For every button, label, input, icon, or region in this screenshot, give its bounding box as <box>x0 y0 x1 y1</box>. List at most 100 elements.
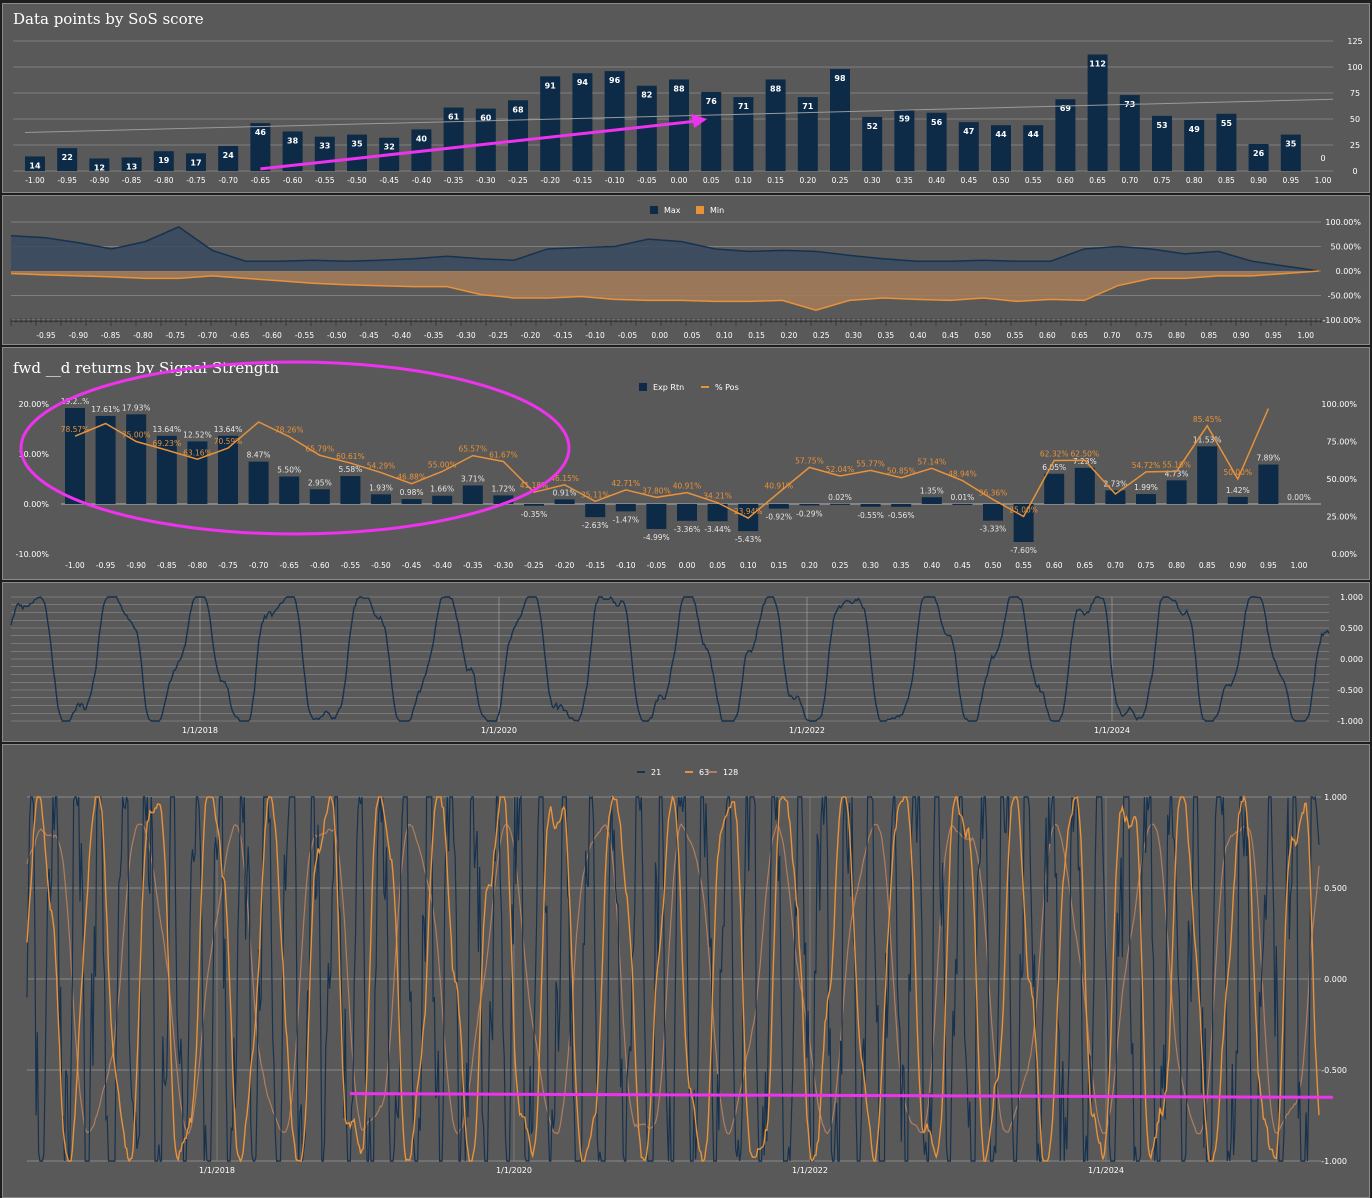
pct-pos-label: 42.71% <box>611 479 640 488</box>
bar-exp-rtn <box>156 435 177 504</box>
legend-label-21: 21 <box>651 768 661 777</box>
x-tick-label: 0.85 <box>1218 176 1235 185</box>
bar-exp-rtn <box>432 495 453 504</box>
bar-value-label: 82 <box>641 91 652 100</box>
panel-data-points: Data points by SoS score 0 25 50 75 100 125 14… <box>2 3 1370 193</box>
x-tick-label: 0.35 <box>896 176 913 185</box>
x-tick-label: 0.55 <box>1025 176 1042 185</box>
x-tick-label: 0.40 <box>923 561 940 570</box>
x-tick-label: 0.45 <box>942 331 959 340</box>
x-tick-label: -0.30 <box>476 176 496 185</box>
exp-rtn-label: -1.47% <box>613 515 640 524</box>
x-tick-label: -0.90 <box>69 331 89 340</box>
x-tick-label: 1/1/2018 <box>199 1166 235 1175</box>
bar-value-label: 71 <box>802 102 814 111</box>
max-line <box>10 226 1320 272</box>
x-tick-label: 0.85 <box>1200 331 1217 340</box>
pct-pos-label: 62.50% <box>1070 449 1099 458</box>
x-tick-label: -0.25 <box>488 331 508 340</box>
bar-value-label: 46 <box>255 128 267 137</box>
bar <box>830 69 850 171</box>
x-tick-label: 0.05 <box>703 176 720 185</box>
x-tick-label: -0.85 <box>157 561 177 570</box>
exp-rtn-label: 0.98% <box>400 488 424 497</box>
x-tick-label: 0.00 <box>651 331 668 340</box>
bar-exp-rtn <box>371 494 391 504</box>
x-tick-label: 0.95 <box>1260 561 1277 570</box>
signal-line <box>10 595 1330 722</box>
bar <box>1280 134 1301 171</box>
bar-value-label: 38 <box>287 136 299 145</box>
x-tick-label: 0.50 <box>974 331 991 340</box>
x-tick-label: 0.40 <box>910 331 927 340</box>
x-tick-label: 0.05 <box>709 561 726 570</box>
pct-pos-label: 40.91% <box>764 482 793 491</box>
y-tick-label: -1.000 <box>1337 717 1363 726</box>
y-tick-label: -100.00% <box>1323 316 1362 325</box>
y-tick-label-left: 10.00% <box>18 450 49 459</box>
bar <box>347 134 367 171</box>
x-tick-label: 0.25 <box>832 561 849 570</box>
pct-pos-label: 55.10% <box>1162 460 1191 469</box>
x-tick-label: -0.90 <box>126 561 146 570</box>
pct-pos-label: 85.45% <box>1193 415 1222 424</box>
x-tick-label: 0.65 <box>1071 331 1088 340</box>
exp-rtn-label: -4.99% <box>643 533 670 542</box>
y-tick-label: 0.000 <box>1340 655 1363 664</box>
pct-pos-label: 55.77% <box>856 459 885 468</box>
x-tick-label: -0.40 <box>392 331 412 340</box>
x-tick-label: 0.45 <box>960 176 977 185</box>
bar <box>669 79 689 171</box>
bar-value-label: 40 <box>416 134 428 143</box>
exp-rtn-label: 2.73% <box>1103 479 1127 488</box>
x-tick-label: 1.00 <box>1315 176 1332 185</box>
x-tick-label: -0.65 <box>251 176 271 185</box>
bar-exp-rtn <box>401 499 422 504</box>
x-tick-label: -0.30 <box>494 561 514 570</box>
bar-value-label: 55 <box>1221 119 1233 128</box>
bar-value-label: 88 <box>770 84 782 93</box>
pct-pos-label: 65.79% <box>305 444 334 453</box>
legend-swatch-max <box>650 206 658 214</box>
exp-rtn-label: 5.50% <box>277 466 301 475</box>
bar-value-label: 69 <box>1060 104 1072 113</box>
exp-rtn-label: 1.93% <box>369 483 393 492</box>
bar-exp-rtn <box>646 504 667 529</box>
legend-swatch-min <box>696 206 704 214</box>
bar-value-label: 32 <box>384 143 395 152</box>
horizontal-annotation <box>349 1092 1334 1099</box>
y-tick-label: 50.00% <box>1330 243 1361 252</box>
legend-label-pct-pos: % Pos <box>715 383 739 392</box>
y-tick-label-right: 100.00% <box>1321 400 1357 409</box>
bar-value-label: 96 <box>609 76 621 85</box>
x-tick-label: -0.60 <box>283 176 303 185</box>
bar <box>475 108 496 171</box>
exp-rtn-label: -5.43% <box>735 535 762 544</box>
bar <box>701 91 722 171</box>
x-tick-label: 0.60 <box>1057 176 1074 185</box>
bar-exp-rtn <box>1166 480 1187 504</box>
y-tick-label: 0.500 <box>1340 624 1363 633</box>
x-tick-label: -0.50 <box>327 331 347 340</box>
exp-rtn-label: 7.89% <box>1256 454 1280 463</box>
x-tick-label: -0.10 <box>605 176 625 185</box>
trendline <box>24 98 1334 134</box>
bar-exp-rtn <box>830 503 850 505</box>
arrow-annotation-head <box>691 114 708 128</box>
line-63 <box>26 794 1320 1163</box>
x-tick-label: -0.35 <box>444 176 464 185</box>
pct-pos-label: 61.67% <box>489 450 518 459</box>
bar-exp-rtn <box>768 504 789 509</box>
bar <box>926 112 947 171</box>
y-tick-label: -50.00% <box>1328 292 1362 301</box>
bar <box>894 109 915 171</box>
exp-rtn-label: 0.02% <box>828 493 852 502</box>
exp-rtn-label: -0.92% <box>766 513 793 522</box>
bar <box>186 153 206 171</box>
bar-exp-rtn <box>279 476 300 504</box>
bar <box>1023 125 1044 171</box>
legend-label-63: 63 <box>699 768 709 777</box>
exp-rtn-label: 3.71% <box>461 474 485 483</box>
x-tick-label: -0.40 <box>412 176 432 185</box>
exp-rtn-label: 1.99% <box>1134 483 1158 492</box>
